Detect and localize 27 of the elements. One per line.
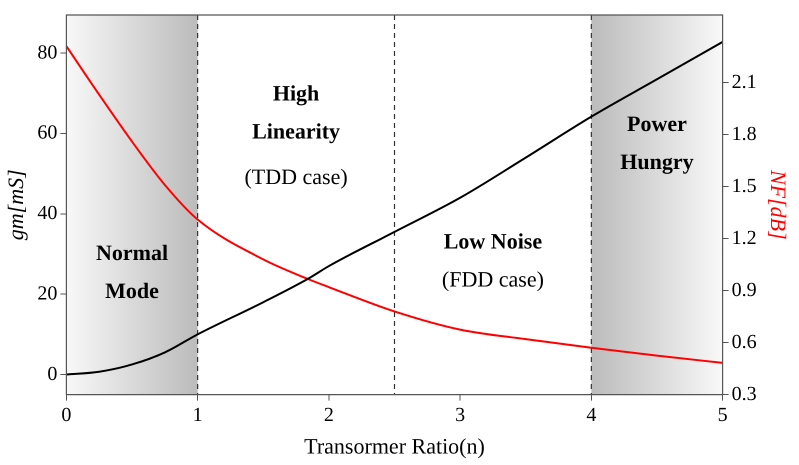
y2-tick-label: 0.3 (732, 382, 757, 405)
y2-axis-title: NF[dB] (766, 168, 792, 240)
band-label: Power Hungry (620, 110, 694, 174)
band-label: Normal Mode (96, 240, 168, 303)
x-tick-label: 0 (61, 404, 72, 426)
x-axis-title: Transormer Ratio(n) (304, 434, 485, 459)
y2-tick-label: 0.6 (732, 330, 757, 353)
y-tick-label: 0 (47, 362, 58, 385)
y2-tick-label: 1.5 (732, 174, 757, 197)
y-tick-label: 40 (37, 202, 58, 224)
y2-tick-label: 0.9 (732, 278, 757, 301)
annotation: High Linearity (252, 80, 340, 144)
y-tick-label: 80 (37, 41, 58, 64)
x-tick-label: 2 (324, 404, 334, 426)
y2-tick-label: 1.2 (732, 226, 757, 249)
x-tick-label: 1 (192, 404, 203, 426)
x-tick-label: 5 (718, 404, 728, 426)
y2-tick-label: 1.8 (732, 122, 757, 145)
annotation: Low Noise (444, 228, 542, 254)
annotation: (FDD case) (442, 266, 544, 292)
x-tick-label: 3 (455, 404, 466, 426)
y-axis-title: gm[mS] (2, 169, 28, 240)
y-tick-label: 60 (37, 122, 58, 144)
x-tick-label: 4 (586, 404, 596, 426)
y2-tick-label: 2.1 (732, 70, 757, 93)
annotation: (TDD case) (244, 164, 348, 190)
y-tick-label: 20 (37, 282, 58, 304)
